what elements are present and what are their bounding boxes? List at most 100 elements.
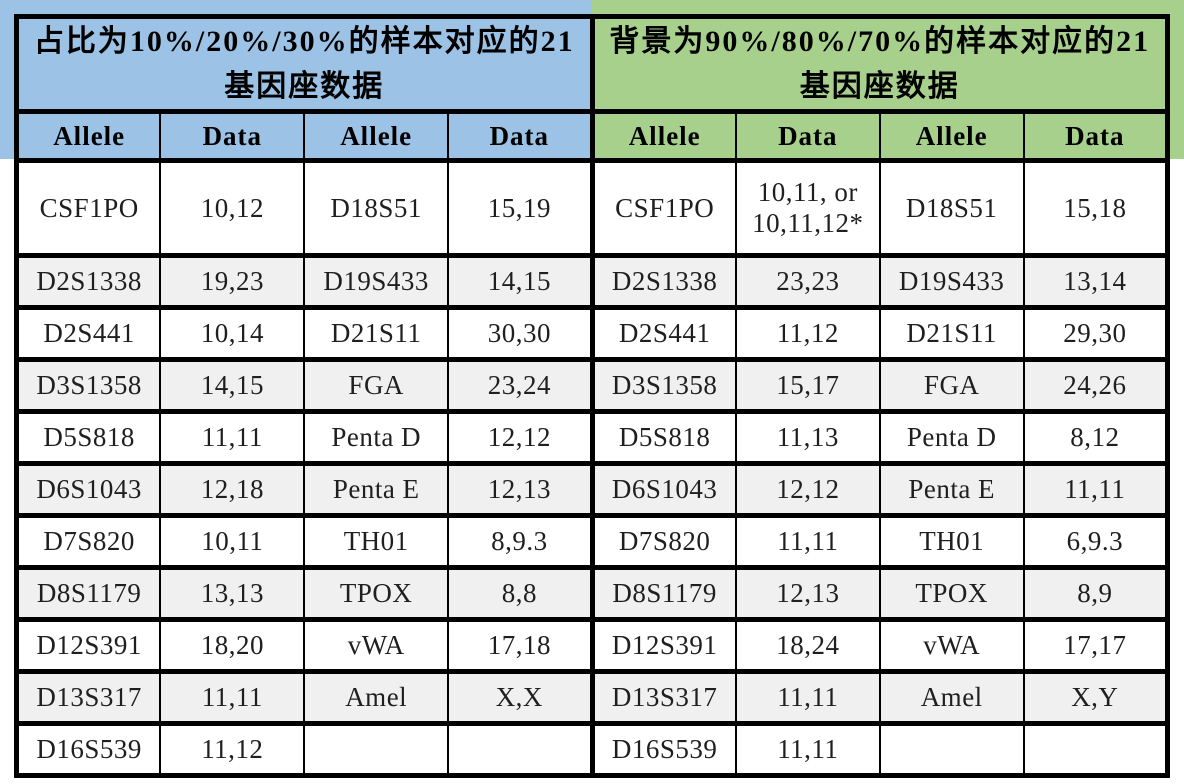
data-cell: 10,11 [159,513,306,570]
allele-cell: D18S51 [303,158,450,258]
data-cell: 29,30 [1022,305,1169,362]
table-row: D8S1179 13,13 TPOX 8,8 D8S1179 12,13 TPOX 8,9 [15,565,1169,622]
allele-cell: CSF1PO [15,158,162,258]
allele-cell: D12S391 [15,617,162,674]
data-cell: 11,11 [1022,461,1169,518]
allele-cell: D5S818 [15,409,162,466]
table-row: D13S317 11,11 Amel X,X D13S317 11,11 Amel X,Y [15,669,1169,726]
table-row: D16S539 11,12 D16S539 11,11 [15,721,1169,778]
data-cell: 18,24 [734,617,881,674]
data-cell: 11,11 [734,513,881,570]
data-cell: 18,20 [159,617,306,674]
column-header: Allele [878,109,1025,163]
allele-cell: TPOX [878,565,1025,622]
allele-cell: Amel [878,669,1025,726]
data-cell: 30,30 [447,305,595,362]
title-row: 占比为10%/20%/30%的样本对应的21基因座数据 背景为90%/80%/7… [15,14,1169,114]
allele-cell: D3S1358 [589,357,737,414]
table-row: D6S1043 12,18 Penta E 12,13 D6S1043 12,12 Pent… [15,461,1169,518]
data-cell [1022,721,1169,778]
column-header: Data [159,109,306,163]
allele-cell: D16S539 [589,721,737,778]
data-cell: 15,19 [447,158,595,258]
column-header: Allele [303,109,450,163]
data-cell: 12,12 [447,409,595,466]
allele-cell: D21S11 [303,305,450,362]
allele-cell: D18S51 [878,158,1025,258]
allele-cell: D7S820 [15,513,162,570]
allele-cell: D6S1043 [15,461,162,518]
allele-cell: D2S441 [15,305,162,362]
column-header: Data [447,109,595,163]
column-header: Data [734,109,881,163]
column-header: Data [1022,109,1169,163]
data-cell: 10,14 [159,305,306,362]
data-cell: 23,23 [734,253,881,310]
data-cell: X,Y [1022,669,1169,726]
allele-cell: D2S1338 [589,253,737,310]
allele-cell [878,721,1025,778]
allele-cell [303,721,450,778]
allele-cell: D19S433 [878,253,1025,310]
data-cell: 15,17 [734,357,881,414]
left-table-title: 占比为10%/20%/30%的样本对应的21基因座数据 [15,14,595,114]
data-cell: 6,9.3 [1022,513,1169,570]
allele-cell: CSF1PO [589,158,737,258]
str-genotype-table: 占比为10%/20%/30%的样本对应的21基因座数据 背景为90%/80%/7… [14,14,1170,778]
allele-cell: vWA [303,617,450,674]
data-cell: 12,13 [447,461,595,518]
column-header: Allele [15,109,162,163]
table-row: D3S1358 14,15 FGA 23,24 D3S1358 15,17 FGA 24,26 [15,357,1169,414]
allele-cell: D2S441 [589,305,737,362]
table-row: D12S391 18,20 vWA 17,18 D12S391 18,24 vWA 17,17 [15,617,1169,674]
data-cell: X,X [447,669,595,726]
column-header-row: Allele Data Allele Data Allele Data Allele Data [15,109,1169,163]
data-cell [447,721,595,778]
allele-cell: Amel [303,669,450,726]
data-cell: 11,11 [159,669,306,726]
allele-cell: D3S1358 [15,357,162,414]
allele-cell: D7S820 [589,513,737,570]
allele-cell: Penta D [878,409,1025,466]
data-cell: 8,8 [447,565,595,622]
data-cell: 11,12 [159,721,306,778]
allele-cell: D19S433 [303,253,450,310]
table-row: CSF1PO 10,12 D18S51 15,19 CSF1PO 10,11, or 10… [15,158,1169,258]
allele-cell: FGA [878,357,1025,414]
allele-cell: D12S391 [589,617,737,674]
allele-cell: D8S1179 [589,565,737,622]
allele-cell: Penta E [303,461,450,518]
allele-cell: vWA [878,617,1025,674]
data-cell: 17,18 [447,617,595,674]
right-table-title: 背景为90%/80%/70%的样本对应的21基因座数据 [589,14,1169,114]
allele-cell: D13S317 [589,669,737,726]
data-cell: 11,12 [734,305,881,362]
data-cell: 11,13 [734,409,881,466]
allele-cell: TPOX [303,565,450,622]
data-cell: 14,15 [159,357,306,414]
column-header: Allele [589,109,737,163]
data-cell: 8,12 [1022,409,1169,466]
data-cell: 24,26 [1022,357,1169,414]
data-cell: 10,11, or 10,11,12* [734,158,881,258]
allele-cell: D16S539 [15,721,162,778]
allele-cell: TH01 [303,513,450,570]
allele-cell: D5S818 [589,409,737,466]
data-cell: 14,15 [447,253,595,310]
data-cell: 19,23 [159,253,306,310]
table-row: D5S818 11,11 Penta D 12,12 D5S818 11,13 Penta … [15,409,1169,466]
data-cell: 10,12 [159,158,306,258]
data-cell: 23,24 [447,357,595,414]
data-cell: 8,9 [1022,565,1169,622]
allele-cell: TH01 [878,513,1025,570]
allele-cell: Penta E [878,461,1025,518]
allele-cell: D21S11 [878,305,1025,362]
data-cell: 13,14 [1022,253,1169,310]
data-cell: 11,11 [734,721,881,778]
allele-cell: D13S317 [15,669,162,726]
allele-cell: D2S1338 [15,253,162,310]
allele-cell: D6S1043 [589,461,737,518]
data-cell: 13,13 [159,565,306,622]
table-row: D2S1338 19,23 D19S433 14,15 D2S1338 23,23 D19S… [15,253,1169,310]
data-cell: 8,9.3 [447,513,595,570]
